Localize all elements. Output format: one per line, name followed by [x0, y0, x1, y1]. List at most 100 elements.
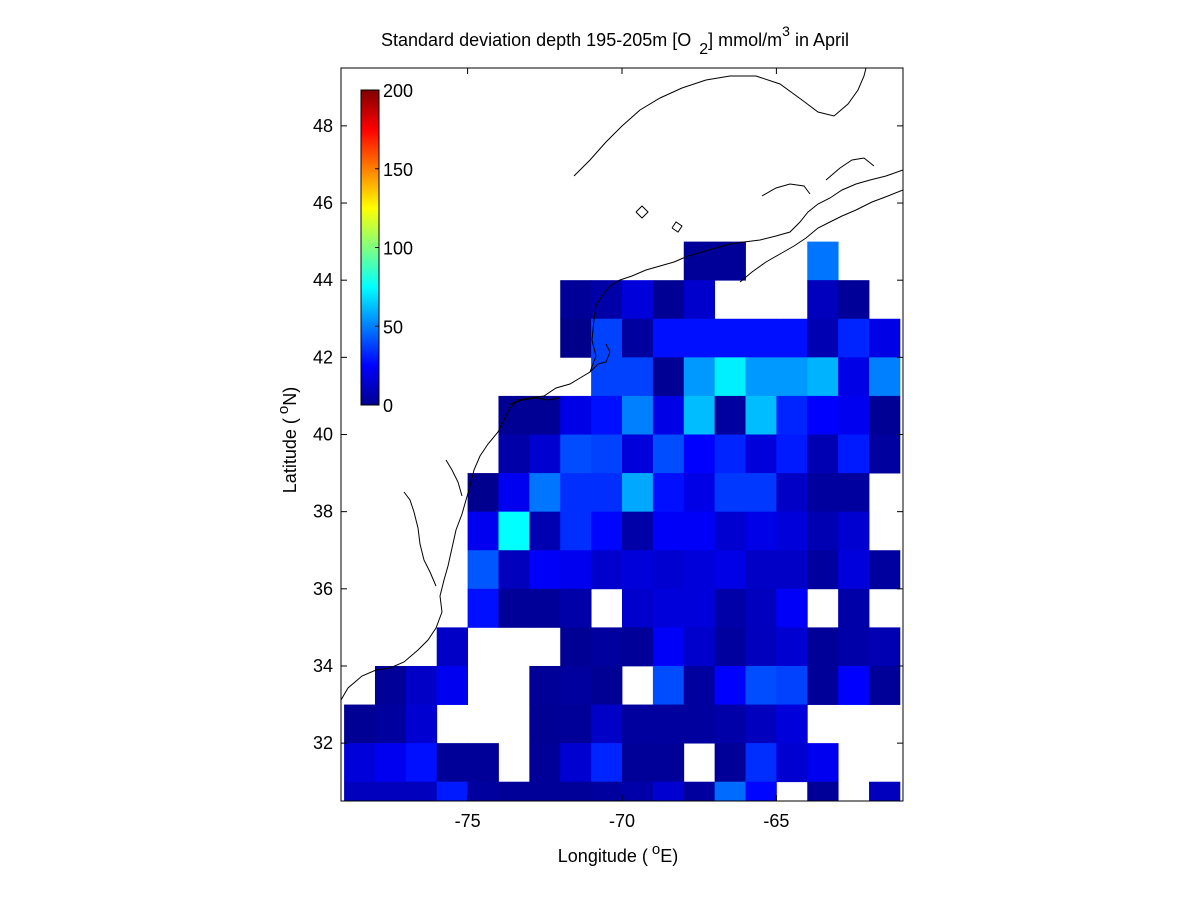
- heatmap-cell: [683, 704, 716, 744]
- heatmap-cell: [591, 627, 623, 667]
- coastline-mainland: [341, 169, 903, 701]
- heatmap-cell: [776, 511, 808, 551]
- heatmap-cell: [745, 434, 777, 474]
- heatmap-cell: [405, 665, 438, 705]
- heatmap-cell: [683, 280, 716, 320]
- heatmap-cell: [838, 473, 870, 513]
- heatmap-cell: [560, 665, 592, 705]
- heatmap-cell: [591, 511, 623, 551]
- heatmap-cell: [745, 511, 777, 551]
- y-tick-label: 46: [313, 193, 333, 213]
- heatmap-cell: [683, 241, 716, 281]
- heatmap-cell: [622, 318, 654, 358]
- heatmap-cell: [622, 511, 654, 551]
- heatmap-cell: [776, 318, 808, 358]
- heatmap-cell: [529, 511, 561, 551]
- heatmap-cell: [776, 627, 808, 667]
- heatmap-cell: [498, 550, 530, 590]
- coastline-chesapeake: [403, 491, 437, 587]
- chart-title: Standard deviation depth 195-205m [O 2] m…: [381, 23, 849, 58]
- coastline-islands: [635, 205, 649, 219]
- colorbar-tick-label: 150: [383, 160, 413, 180]
- y-tick-label: 32: [313, 733, 333, 753]
- heatmap-cell: [622, 588, 654, 628]
- heatmap-cell: [745, 743, 777, 783]
- x-tick-label: -75: [455, 811, 481, 831]
- heatmap-cell: [838, 357, 870, 397]
- heatmap-cell: [776, 550, 808, 590]
- heatmap-cell: [467, 743, 499, 783]
- heatmap-cell: [622, 473, 654, 513]
- heatmap-cell: [591, 743, 623, 783]
- heatmap-cell: [807, 434, 839, 474]
- heatmap-cell: [498, 395, 530, 435]
- heatmap-cell: [652, 781, 685, 801]
- coastline-delaware: [445, 459, 463, 497]
- heatmap-cell: [560, 704, 592, 744]
- heatmap-cell: [683, 473, 716, 513]
- heatmap-cell: [405, 743, 438, 783]
- heatmap-cell: [745, 395, 777, 435]
- heatmap-cell: [683, 434, 716, 474]
- heatmap-cell: [560, 473, 592, 513]
- heatmap-cell: [683, 357, 716, 397]
- heatmap-cell: [498, 434, 530, 474]
- y-axis-label: Latitude (oN): [275, 387, 300, 493]
- heatmap-cell: [807, 743, 839, 783]
- heatmap-cell: [807, 550, 839, 590]
- heatmap-cell: [591, 704, 623, 744]
- y-tick-label: 44: [313, 270, 333, 290]
- y-tick-label: 38: [313, 502, 333, 522]
- heatmap-cell: [560, 588, 592, 628]
- y-tick-label: 36: [313, 579, 333, 599]
- heatmap-cell: [560, 781, 592, 801]
- coastline-islands-2: [671, 221, 683, 233]
- heatmap-cell: [745, 550, 777, 590]
- heatmap-cell: [745, 357, 777, 397]
- colorbar-ticks: 0 50 100 150 200: [375, 81, 413, 416]
- heatmap-cell: [436, 743, 469, 783]
- heatmap-cell: [622, 781, 654, 801]
- heatmap-cell: [714, 318, 746, 358]
- heatmap-cell: [683, 550, 716, 590]
- heatmap-cell: [622, 357, 654, 397]
- heatmap-cell: [838, 588, 870, 628]
- heatmap-cell: [591, 781, 623, 801]
- heatmap-cell: [714, 511, 746, 551]
- heatmap-cell: [776, 665, 808, 705]
- heatmap-cell: [683, 318, 716, 358]
- heatmap-cell: [529, 743, 561, 783]
- heatmap-cell: [652, 704, 685, 744]
- heatmap-cell: [776, 743, 808, 783]
- heatmap-cell: [776, 357, 808, 397]
- heatmap-cell: [807, 357, 839, 397]
- heatmap-cell: [869, 318, 901, 358]
- heatmap-cell: [374, 665, 407, 705]
- heatmap-cell: [591, 357, 623, 397]
- heatmap-cell: [467, 550, 499, 590]
- heatmap-cell: [652, 627, 685, 667]
- heatmap-cell: [652, 550, 685, 590]
- heatmap-cell: [745, 318, 777, 358]
- heatmap-cell: [436, 665, 469, 705]
- heatmap-cell: [622, 550, 654, 590]
- heatmap-cell: [838, 318, 870, 358]
- heatmap-cell: [591, 395, 623, 435]
- x-tick-label: -65: [763, 811, 789, 831]
- heatmap-cell: [807, 665, 839, 705]
- heatmap-cell: [652, 318, 685, 358]
- heatmap-cell: [622, 704, 654, 744]
- heatmap-cell: [745, 627, 777, 667]
- heatmap-cell: [838, 550, 870, 590]
- heatmap-cell: [776, 588, 808, 628]
- heatmap-cell: [869, 395, 901, 435]
- heatmap-cell: [652, 511, 685, 551]
- heatmap-cell: [436, 781, 469, 801]
- heatmap-cell: [807, 318, 839, 358]
- heatmap-cell: [529, 473, 561, 513]
- heatmap-cell: [591, 550, 623, 590]
- heatmap-cell: [714, 743, 746, 783]
- heatmap-cell: [467, 511, 499, 551]
- heatmap-cell: [560, 743, 592, 783]
